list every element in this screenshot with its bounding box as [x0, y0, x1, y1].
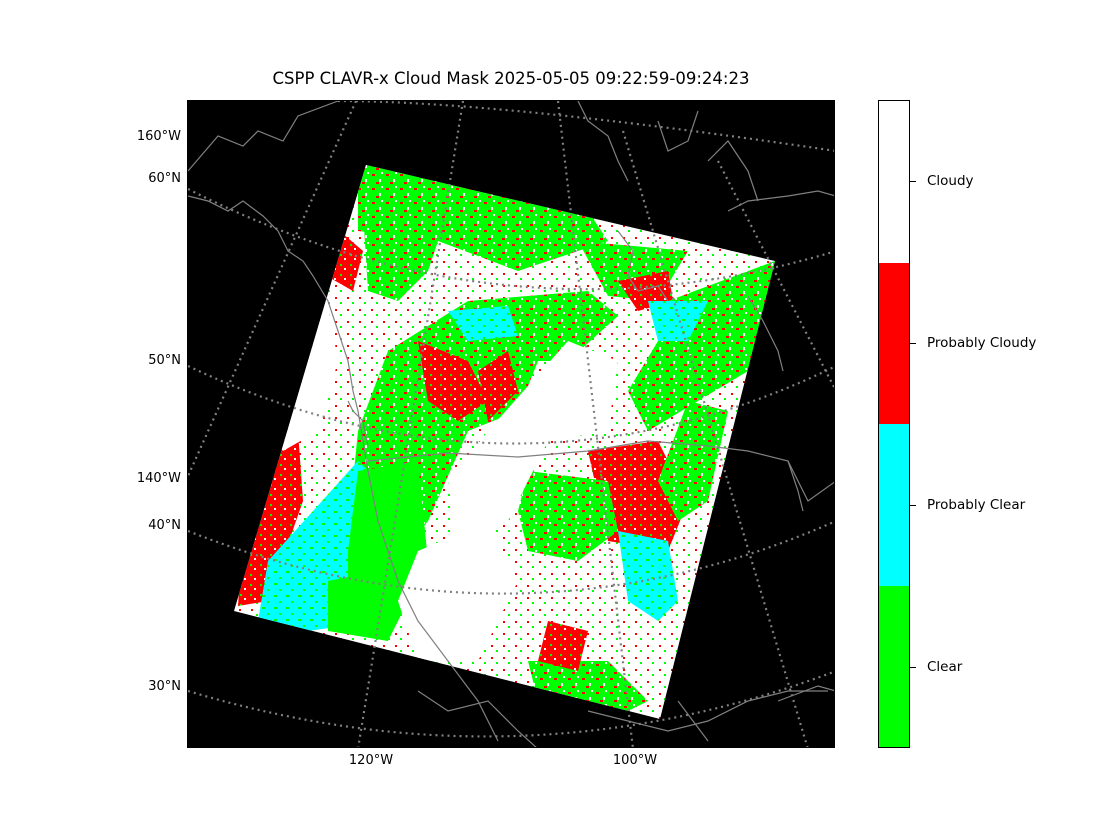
coastlines: [188, 101, 834, 747]
map-title: CSPP CLAVR-x Cloud Mask 2025-05-05 09:22…: [272, 69, 750, 88]
colorbar: [878, 100, 910, 748]
colorbar-label-clear: Clear: [927, 659, 963, 675]
colorbar-label-probably-cloudy: Probably Cloudy: [927, 335, 1037, 351]
colorbar-segment-probably-clear: [879, 424, 909, 586]
lat-label-50n: 50°N: [148, 353, 181, 368]
lon-label-100w: 100°W: [612, 753, 658, 768]
colorbar-label-cloudy: Cloudy: [927, 173, 974, 189]
colorbar-segment-cloudy: [879, 101, 909, 263]
colorbar-tick: [910, 667, 916, 668]
colorbar-tick: [910, 181, 916, 182]
colorbar-segment-probably-cloudy: [879, 262, 909, 424]
graticule: [188, 101, 834, 747]
lat-label-60n: 60°N: [148, 171, 181, 186]
cloud-mask-map: [188, 101, 834, 747]
lat-label-40n: 40°N: [148, 518, 181, 533]
lat-label-30n: 30°N: [148, 679, 181, 694]
colorbar-segment-clear: [879, 585, 909, 747]
map-panel: [187, 100, 835, 748]
lon-label-120w: 120°W: [348, 753, 394, 768]
colorbar-tick: [910, 505, 916, 506]
lon-label-160w: 160°W: [136, 129, 181, 144]
colorbar-label-probably-clear: Probably Clear: [927, 497, 1026, 513]
lon-label-140w: 140°W: [136, 471, 181, 486]
colorbar-tick: [910, 343, 916, 344]
